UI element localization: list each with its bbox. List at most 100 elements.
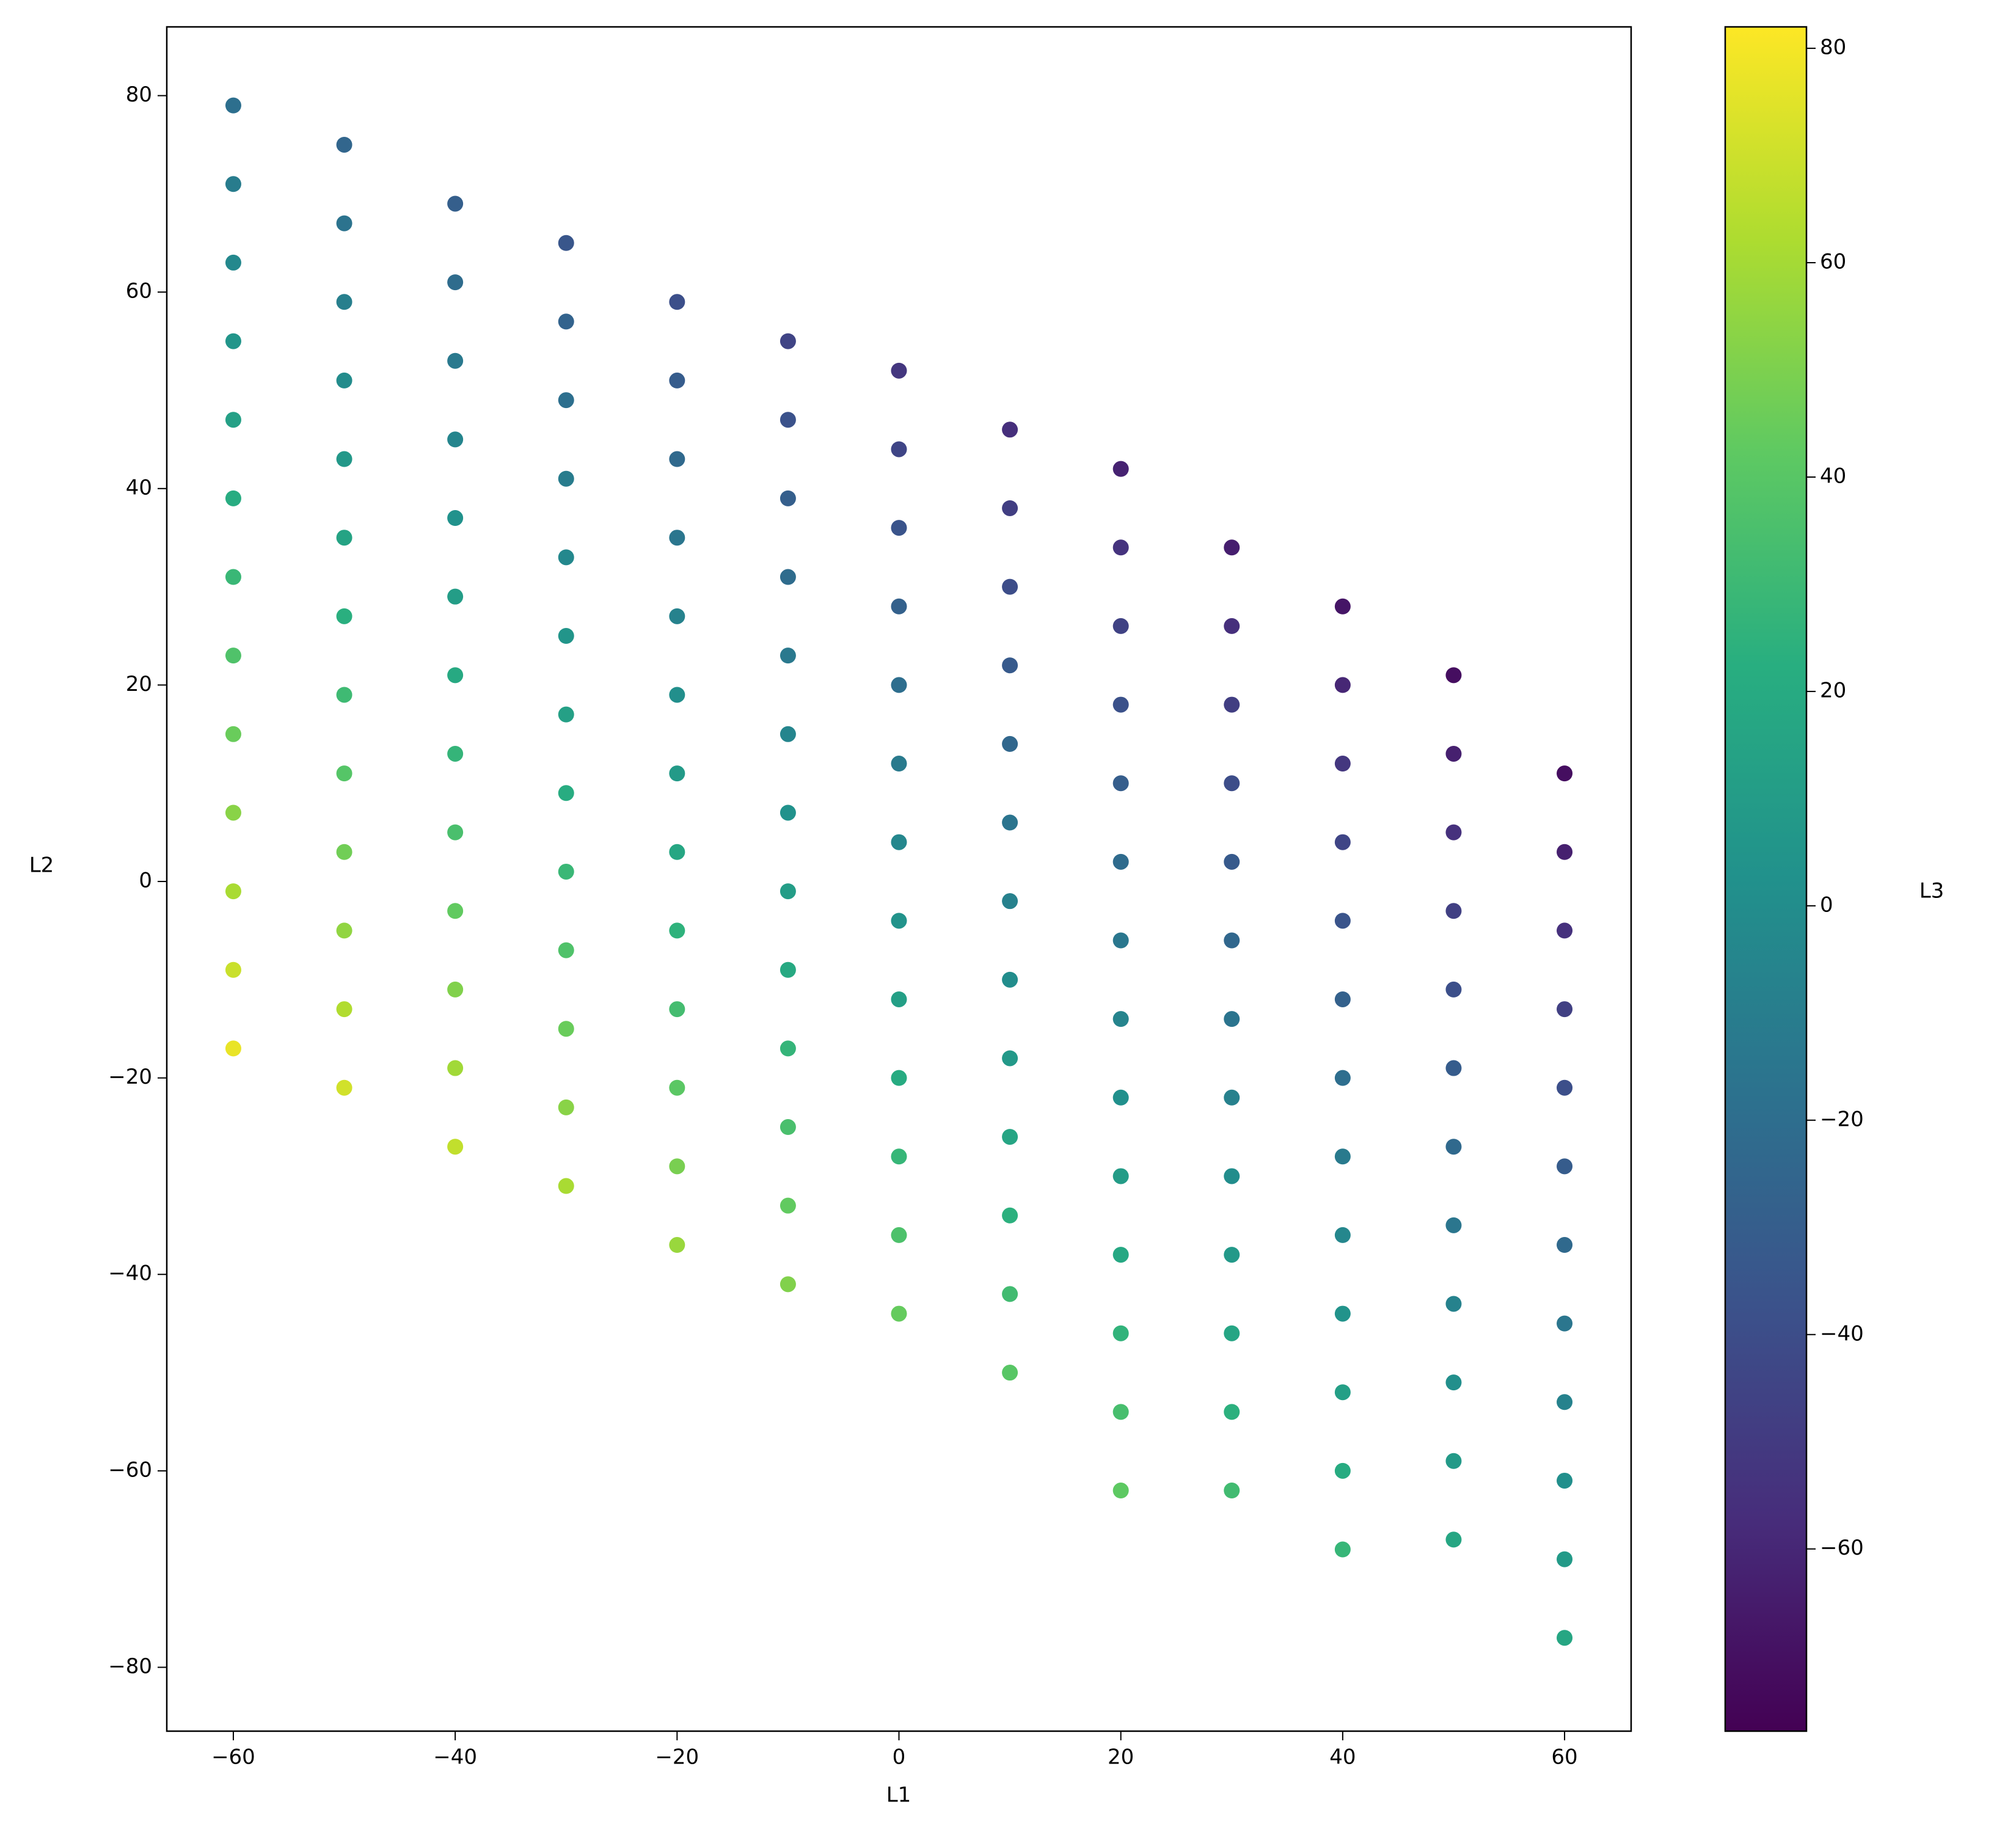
colorbar-tick-label: −60 (1820, 1536, 1864, 1560)
point (780, 883, 796, 900)
y-tick-label: 80 (126, 82, 152, 107)
point (1112, 932, 1129, 949)
point (891, 1227, 907, 1243)
point (1224, 696, 1240, 713)
point (1112, 853, 1129, 870)
point (1224, 539, 1240, 556)
point (447, 745, 464, 762)
point (1334, 834, 1351, 850)
point (1224, 853, 1240, 870)
point (669, 294, 685, 310)
x-axis-label: L1 (886, 1783, 911, 1808)
point (669, 1079, 685, 1096)
point (1334, 756, 1351, 772)
point (1002, 893, 1018, 910)
point (1112, 1168, 1129, 1184)
point (1112, 539, 1129, 556)
point (1334, 598, 1351, 615)
point (225, 569, 241, 585)
y-axis-label: L2 (29, 853, 54, 878)
x-tick-label: 0 (893, 1745, 906, 1770)
point (1334, 1227, 1351, 1243)
point (669, 608, 685, 624)
point (1334, 677, 1351, 693)
point (1445, 745, 1462, 762)
point (891, 677, 907, 693)
y-tick-label: 0 (139, 869, 152, 893)
x-tick-label: −60 (211, 1745, 255, 1770)
point (1224, 1011, 1240, 1027)
point (669, 1001, 685, 1018)
colorbar-tick-label: 80 (1820, 35, 1846, 60)
point (1224, 775, 1240, 792)
point (1445, 1060, 1462, 1076)
x-tick-label: −20 (655, 1745, 699, 1770)
colorbar-label: L3 (1919, 879, 1945, 903)
point (225, 961, 241, 978)
point (1557, 765, 1573, 782)
x-tick-label: 60 (1551, 1745, 1577, 1770)
point (669, 765, 685, 782)
point (336, 372, 352, 389)
point (891, 991, 907, 1007)
point (669, 372, 685, 389)
point (1224, 1089, 1240, 1106)
point (780, 490, 796, 506)
point (447, 352, 464, 369)
point (1112, 461, 1129, 477)
y-tick-label: −60 (108, 1457, 152, 1482)
point (1112, 1404, 1129, 1420)
colorbar-tick-label: 60 (1820, 250, 1846, 274)
point (225, 97, 241, 114)
point (1002, 971, 1018, 988)
point (336, 687, 352, 703)
point (447, 667, 464, 684)
point (1002, 421, 1018, 438)
point (891, 441, 907, 458)
colorbar (1724, 26, 1808, 1732)
point (1445, 1453, 1462, 1469)
point (558, 1099, 574, 1115)
colorbar-tick-label: 40 (1820, 464, 1846, 488)
point (1002, 500, 1018, 516)
point (891, 520, 907, 536)
point (1445, 1217, 1462, 1233)
point (336, 451, 352, 467)
point (558, 235, 574, 251)
point (447, 1060, 464, 1076)
point (336, 765, 352, 782)
point (1224, 1404, 1240, 1420)
point (225, 412, 241, 428)
point (336, 136, 352, 153)
point (336, 215, 352, 232)
point (1002, 578, 1018, 595)
point (447, 981, 464, 998)
point (891, 913, 907, 929)
point (225, 333, 241, 349)
point (225, 490, 241, 506)
point (225, 726, 241, 742)
point (780, 412, 796, 428)
point (558, 706, 574, 723)
point (1334, 1305, 1351, 1322)
point (1334, 1384, 1351, 1401)
point (558, 942, 574, 958)
point (1002, 1286, 1018, 1302)
plot-frame (166, 26, 1632, 1732)
point (447, 1139, 464, 1155)
point (1224, 1168, 1240, 1184)
colorbar-tick-label: −20 (1820, 1107, 1864, 1131)
point (447, 274, 464, 291)
point (447, 195, 464, 212)
point (558, 549, 574, 566)
point (891, 598, 907, 615)
point (669, 1237, 685, 1253)
point (1334, 991, 1351, 1007)
point (558, 470, 574, 487)
point (1445, 1531, 1462, 1548)
point (1334, 913, 1351, 929)
point (225, 1040, 241, 1057)
point (1112, 1089, 1129, 1106)
point (780, 648, 796, 664)
point (225, 254, 241, 271)
